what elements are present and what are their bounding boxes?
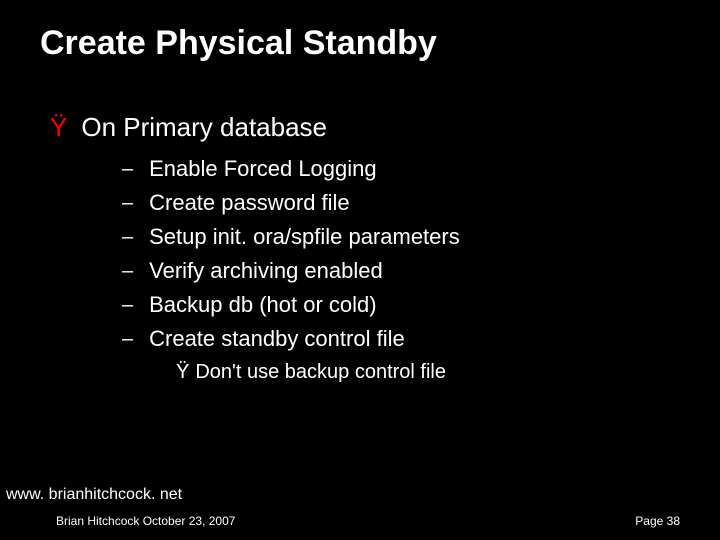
sub-bullet-icon: Ÿ <box>176 360 189 384</box>
slide-title: Create Physical Standby <box>40 24 437 63</box>
list-item-text: Create standby control file <box>149 326 405 352</box>
slide-content: Ÿ On Primary database – Enable Forced Lo… <box>50 112 460 384</box>
footer-author-date: Brian Hitchcock October 23, 2007 <box>56 514 235 528</box>
list-item-text: Enable Forced Logging <box>149 156 377 182</box>
dash-icon: – <box>122 190 133 216</box>
dash-icon: – <box>122 224 133 250</box>
level2-list: – Enable Forced Logging – Create passwor… <box>122 156 460 352</box>
sub-bullet-text: Don't use backup control file <box>195 360 446 384</box>
dash-icon: – <box>122 292 133 318</box>
list-item: – Create standby control file <box>122 326 460 352</box>
list-item: – Enable Forced Logging <box>122 156 460 182</box>
bullet-level3: Ÿ Don't use backup control file <box>176 360 460 384</box>
footer-page-number: Page 38 <box>635 514 680 528</box>
footer-row: Brian Hitchcock October 23, 2007 Page 38 <box>0 514 720 540</box>
slide: Create Physical Standby Ÿ On Primary dat… <box>0 0 720 540</box>
dash-icon: – <box>122 156 133 182</box>
bullet-icon: Ÿ <box>50 112 67 142</box>
footer-url: www. brianhitchcock. net <box>0 486 720 514</box>
list-item-text: Setup init. ora/spfile parameters <box>149 224 460 250</box>
list-item-text: Create password file <box>149 190 350 216</box>
bullet-level1-text: On Primary database <box>81 112 327 142</box>
list-item: – Backup db (hot or cold) <box>122 292 460 318</box>
list-item-text: Verify archiving enabled <box>149 258 383 284</box>
bullet-level1: Ÿ On Primary database <box>50 112 460 142</box>
dash-icon: – <box>122 258 133 284</box>
list-item-text: Backup db (hot or cold) <box>149 292 376 318</box>
list-item: – Setup init. ora/spfile parameters <box>122 224 460 250</box>
list-item: – Create password file <box>122 190 460 216</box>
list-item: – Verify archiving enabled <box>122 258 460 284</box>
dash-icon: – <box>122 326 133 352</box>
footer: www. brianhitchcock. net Brian Hitchcock… <box>0 486 720 540</box>
